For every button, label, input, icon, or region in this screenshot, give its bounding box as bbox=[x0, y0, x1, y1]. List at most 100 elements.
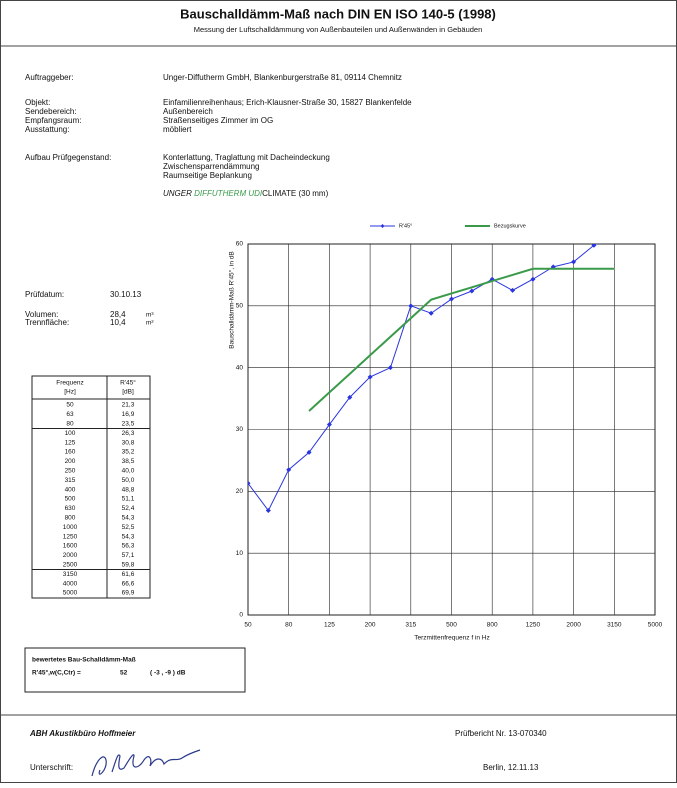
y-tick-label: 20 bbox=[236, 488, 244, 495]
table-cell: 30,8 bbox=[122, 439, 135, 446]
company-name: Akustikbüro Hoffmeier bbox=[48, 729, 136, 738]
x-axis-label: Terzmittenfrequenz f in Hz bbox=[414, 635, 490, 642]
legend-marker bbox=[380, 224, 385, 228]
product-part: DIFFUTHERM bbox=[194, 189, 246, 198]
product-line: UNGER DIFFUTHERM UDICLIMATE (30 mm) bbox=[163, 189, 329, 198]
x-tick-label: 500 bbox=[446, 622, 457, 629]
info-label: Sendebereich: bbox=[25, 107, 77, 116]
info-value: Außenbereich bbox=[163, 107, 213, 116]
signature-label: Unterschrift: bbox=[30, 763, 73, 772]
table-cell: 5000 bbox=[63, 590, 78, 597]
table-cell: 16,9 bbox=[122, 411, 135, 418]
construction-line: Raumseitige Beplankung bbox=[163, 171, 252, 180]
x-tick-label: 80 bbox=[285, 622, 293, 629]
info-label: Ausstattung: bbox=[25, 125, 69, 134]
table-cell: 50,0 bbox=[122, 477, 135, 484]
x-tick-label: 315 bbox=[405, 622, 416, 629]
product-part: (30 mm) bbox=[298, 189, 328, 198]
info-value: Straßenseitiges Zimmer im OG bbox=[163, 116, 273, 125]
table-cell: 21,3 bbox=[122, 402, 135, 409]
test-label: Trennfläche: bbox=[25, 318, 69, 327]
rating-formula: R'45°,w(C,Ctr) = bbox=[32, 669, 81, 677]
table-cell: 52,4 bbox=[122, 505, 135, 512]
table-cell: 23,5 bbox=[122, 421, 135, 428]
data-point bbox=[265, 508, 271, 514]
data-point bbox=[387, 365, 393, 371]
table-cell: 35,2 bbox=[122, 449, 135, 456]
test-value: 28,4 bbox=[110, 310, 126, 319]
table-cell: 51,1 bbox=[122, 496, 135, 503]
data-point bbox=[591, 244, 597, 248]
table-cell: 66,6 bbox=[122, 580, 135, 587]
data-point bbox=[326, 422, 332, 428]
x-tick-label: 5000 bbox=[648, 622, 663, 629]
subtitle: Messung der Luftschalldämmung von Außenb… bbox=[194, 25, 483, 34]
rating-value: 52 bbox=[120, 670, 128, 677]
data-point bbox=[469, 288, 475, 294]
report-number: Prüfbericht Nr. 13-070340 bbox=[455, 729, 547, 738]
table-header: R'45° bbox=[120, 379, 136, 387]
table-cell: 56,3 bbox=[122, 543, 135, 550]
x-tick-label: 2000 bbox=[566, 622, 581, 629]
table-cell: 52,5 bbox=[122, 524, 135, 531]
table-cell: 1250 bbox=[63, 533, 78, 540]
y-axis-label: Bauschalldämm-Maß R'45°, in dB bbox=[228, 251, 236, 348]
table-cell: 69,9 bbox=[122, 590, 135, 597]
test-label: Prüfdatum: bbox=[25, 290, 64, 299]
y-tick-label: 30 bbox=[236, 426, 244, 433]
table-cell: 500 bbox=[65, 496, 76, 503]
data-point bbox=[286, 467, 292, 473]
table-cell: 38,5 bbox=[122, 458, 135, 465]
signature bbox=[91, 749, 201, 777]
data-point bbox=[408, 303, 414, 309]
company: ABH Akustikbüro Hoffmeier bbox=[29, 729, 136, 738]
table-cell: 4000 bbox=[63, 580, 78, 587]
table-cell: 63 bbox=[66, 411, 74, 418]
table-cell: 59,8 bbox=[122, 562, 135, 569]
info-value: Einfamilienreihenhaus; Erich-Klausner-St… bbox=[163, 98, 412, 107]
table-frame bbox=[31, 375, 151, 599]
info-label: Aufbau Prüfgegenstand: bbox=[25, 153, 111, 162]
table-cell: 57,1 bbox=[122, 552, 135, 559]
legend-label: Bezugskurve bbox=[494, 223, 526, 229]
info-label: Objekt: bbox=[25, 98, 50, 107]
data-point bbox=[571, 259, 577, 265]
construction-line: Konterlattung, Traglattung mit Dacheinde… bbox=[163, 153, 330, 162]
data-point bbox=[510, 287, 516, 293]
data-point bbox=[428, 310, 434, 316]
data-point bbox=[530, 276, 536, 282]
test-unit: m³ bbox=[146, 312, 154, 319]
rating-title: bewertetes Bau-Schalldämm-Maß bbox=[32, 657, 136, 664]
table-cell: 1000 bbox=[63, 524, 78, 531]
table-cell: 54,3 bbox=[122, 515, 135, 522]
table-cell: 160 bbox=[65, 449, 76, 456]
table-cell: 40,0 bbox=[122, 468, 135, 475]
test-value: 30.10.13 bbox=[110, 290, 142, 299]
x-tick-label: 800 bbox=[487, 622, 498, 629]
info-label: Auftraggeber: bbox=[25, 73, 73, 82]
rating-box bbox=[24, 647, 246, 693]
data-point bbox=[449, 296, 454, 302]
info-value: möbliert bbox=[163, 125, 192, 134]
table-cell: 125 bbox=[65, 439, 76, 446]
place-date: Berlin, 12.11.13 bbox=[483, 763, 539, 772]
table-cell: 315 bbox=[65, 477, 76, 484]
info-value: Unger-Diffutherm GmbH, Blankenburgerstra… bbox=[163, 73, 402, 82]
series-line bbox=[308, 267, 615, 412]
y-tick-label: 10 bbox=[236, 550, 244, 557]
data-point bbox=[367, 374, 373, 380]
legend-label: R'45° bbox=[399, 223, 412, 229]
table-cell: 26,3 bbox=[122, 430, 135, 437]
info-label: Empfangsraum: bbox=[25, 116, 81, 125]
data-point bbox=[248, 480, 251, 486]
y-tick-label: 40 bbox=[236, 364, 244, 371]
x-tick-label: 125 bbox=[324, 622, 335, 629]
y-tick-label: 60 bbox=[236, 241, 244, 248]
table-cell: 630 bbox=[65, 505, 76, 512]
table-cell: 3150 bbox=[63, 571, 78, 578]
table-cell: 61,6 bbox=[122, 571, 135, 578]
table-cell: 80 bbox=[66, 421, 74, 428]
table-cell: 50 bbox=[66, 402, 74, 409]
x-tick-label: 50 bbox=[244, 622, 252, 629]
